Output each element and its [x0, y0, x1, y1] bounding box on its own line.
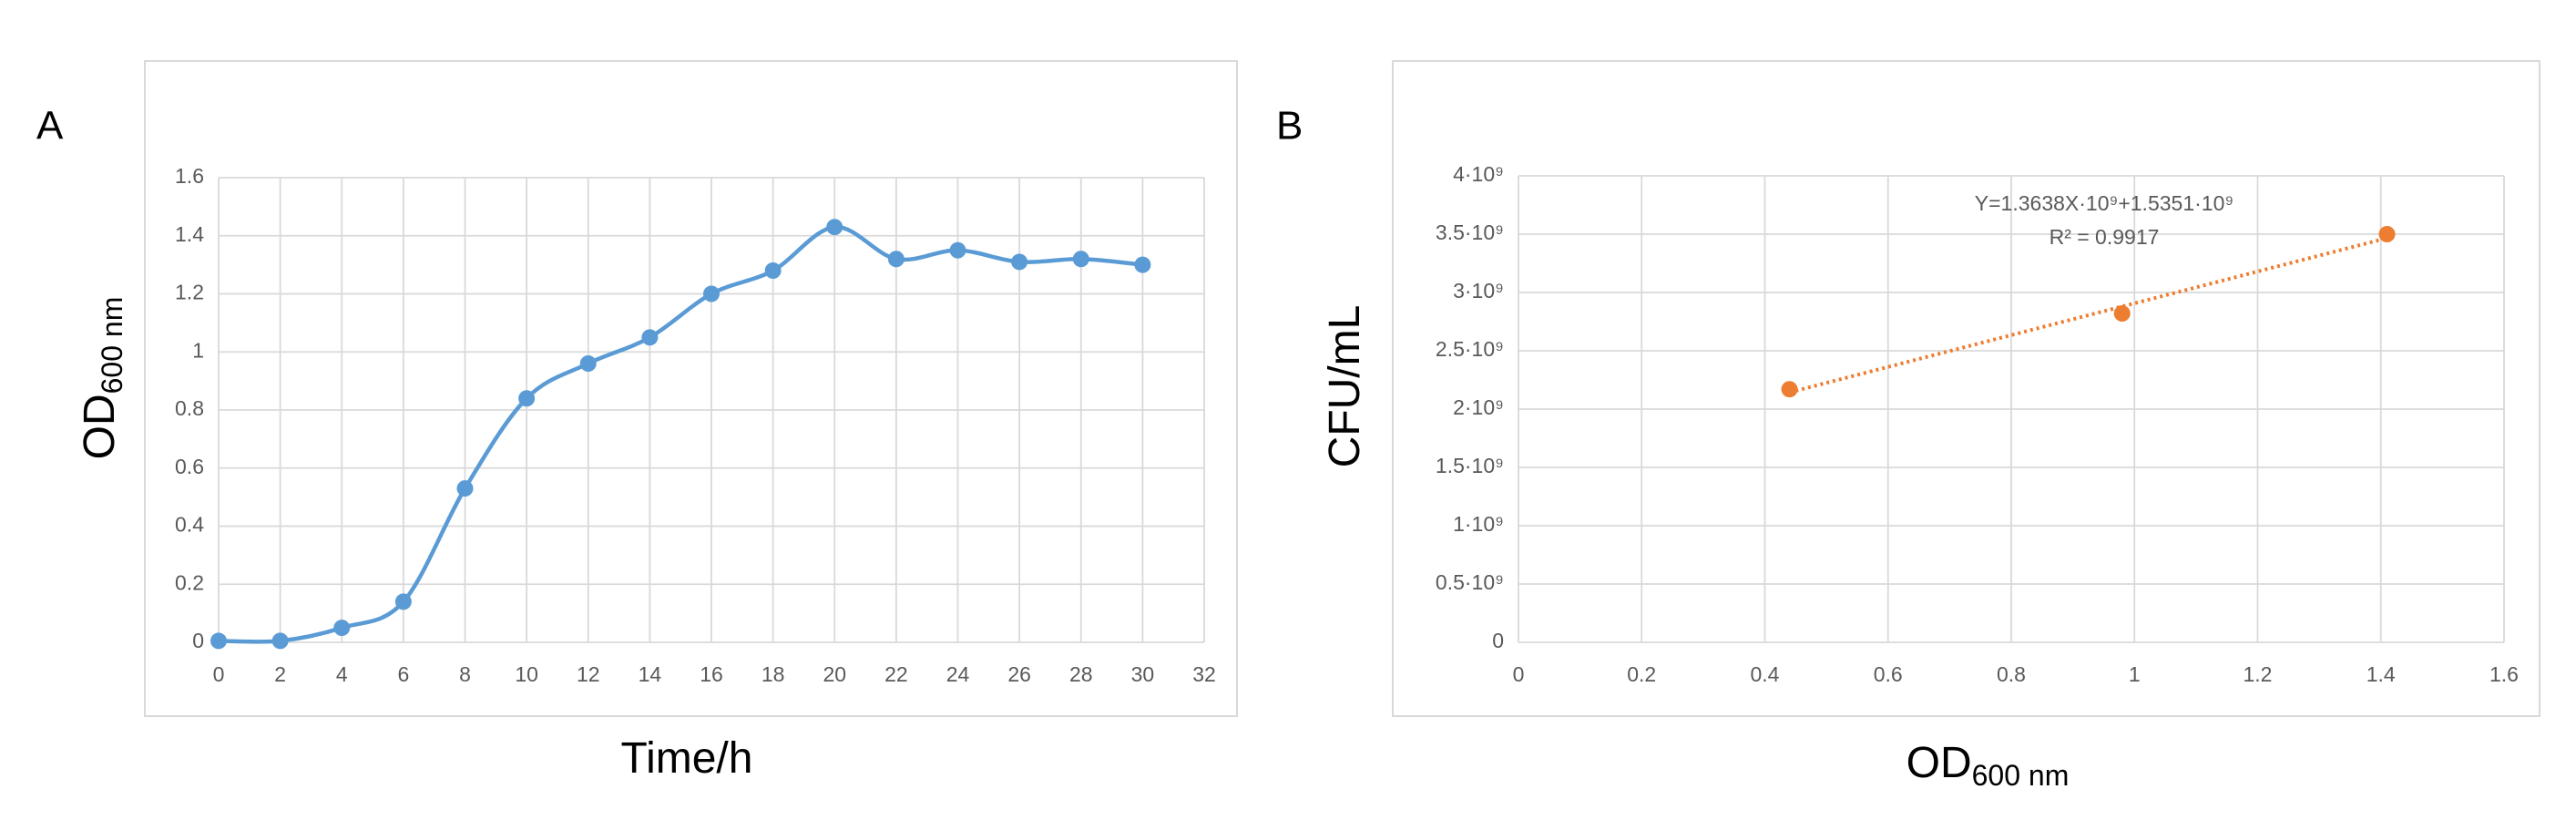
y-axis-title: CFU/mL: [1321, 305, 1369, 468]
y-tick-label: 1·10⁹: [1453, 512, 1504, 536]
y-tick-label: 3.5·10⁹: [1436, 220, 1504, 244]
annotation: R² = 0.9917: [2050, 225, 2160, 249]
y-tick-label: 0.6: [175, 455, 204, 478]
x-tick-label: 26: [1007, 662, 1031, 686]
x-tick-label: 32: [1192, 662, 1216, 686]
x-tick-label: 4: [336, 662, 348, 686]
y-tick-label: 2.5·10⁹: [1436, 337, 1504, 361]
x-tick-label: 1.6: [2489, 662, 2519, 686]
x-tick-label: 1.4: [2366, 662, 2396, 686]
x-tick-label: 1.2: [2244, 662, 2273, 686]
x-tick-label: 1: [2129, 662, 2141, 686]
annotation: Y=1.3638X·10⁹+1.5351·10⁹: [1975, 191, 2234, 215]
chart-panel: B 0 0.5·10⁹ 1·10⁹ 1.5·10⁹ 2·10⁹ 2.5·10⁹ 3·10⁹ 3.…: [1276, 60, 2540, 793]
x-tick-label: 0: [213, 662, 225, 686]
data-point: [333, 620, 351, 637]
x-axis-title: OD600 nm: [1906, 739, 2070, 793]
y-tick-label: 0.2: [175, 570, 204, 594]
data-point: [1072, 251, 1089, 268]
y-tick-label: 1.5·10⁹: [1436, 454, 1504, 477]
data-point: [271, 632, 289, 650]
y-tick-label: 0.4: [175, 513, 204, 537]
panel-label: B: [1276, 104, 1303, 149]
data-point: [1134, 256, 1151, 273]
data-point: [394, 593, 412, 610]
x-tick-label: 12: [577, 662, 600, 686]
y-tick-label: 0.5·10⁹: [1436, 570, 1504, 594]
data-point: [949, 241, 966, 259]
y-tick-label: 4·10⁹: [1453, 162, 1504, 186]
chart-frame: [1392, 60, 2540, 717]
data-point: [2113, 305, 2131, 323]
data-point: [456, 480, 474, 497]
y-tick-label: 0: [1492, 629, 1504, 652]
x-tick-label: 0.2: [1627, 662, 1656, 686]
data-point: [2378, 226, 2396, 242]
x-tick-label: 2: [274, 662, 286, 686]
y-axis-title-subscript: 600 nm: [96, 297, 128, 395]
x-tick-label: 20: [823, 662, 846, 686]
x-axis-title: Time/h: [621, 734, 753, 783]
chart-panel: A00.20.40.60.811.21.41.60 2 4 6 8 10 12 14 16 18 2…: [36, 60, 1238, 783]
data-point: [1011, 253, 1028, 271]
x-tick-label: 24: [946, 662, 970, 686]
y-axis-title-text: OD: [76, 394, 124, 459]
y-tick-label: 2·10⁹: [1453, 395, 1504, 419]
y-tick-label: 0: [192, 629, 204, 652]
panel-label: A: [36, 104, 64, 149]
x-tick-label: 0.8: [1997, 662, 2026, 686]
y-tick-label: 1.4: [175, 222, 204, 246]
data-point: [1781, 381, 1798, 398]
x-tick-label: 30: [1131, 662, 1155, 686]
y-tick-label: 1.6: [175, 164, 204, 188]
data-point: [641, 329, 659, 346]
x-tick-label: 6: [397, 662, 409, 686]
y-axis-title-text: CFU/mL: [1321, 305, 1369, 468]
data-point: [703, 285, 720, 302]
y-tick-label: 3·10⁹: [1453, 279, 1504, 302]
x-axis-title-text: OD: [1906, 739, 1972, 787]
x-tick-label: 0: [1513, 662, 1525, 686]
y-tick-label: 1.2: [175, 281, 204, 304]
chart-frame: [144, 60, 1238, 717]
y-tick-label: 0.8: [175, 396, 204, 420]
data-point: [887, 251, 905, 268]
x-tick-label: 14: [639, 662, 662, 686]
data-point: [579, 355, 597, 372]
data-point: [764, 262, 782, 279]
y-tick-label: 1: [192, 338, 204, 362]
x-tick-label: 18: [762, 662, 785, 686]
x-axis-title-text: Time/h: [621, 734, 753, 783]
x-tick-label: 16: [700, 662, 723, 686]
x-tick-label: 28: [1069, 662, 1093, 686]
data-point: [518, 390, 536, 407]
x-tick-label: 0.6: [1874, 662, 1903, 686]
data-line: [218, 224, 1143, 644]
x-tick-label: 8: [459, 662, 471, 686]
trendline: [1789, 236, 2388, 395]
x-tick-label: 22: [884, 662, 908, 686]
data-point: [210, 632, 227, 650]
x-axis-title-subscript: 600 nm: [1972, 759, 2070, 792]
x-tick-label: 10: [515, 662, 538, 686]
data-point: [826, 219, 843, 236]
y-axis-title: OD600 nm: [76, 297, 129, 460]
x-tick-label: 0.4: [1751, 662, 1780, 686]
